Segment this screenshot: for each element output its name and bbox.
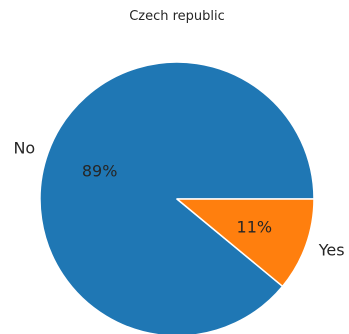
pct-label-yes: 11% <box>237 217 273 236</box>
slice-label-yes: Yes <box>318 241 345 260</box>
pct-label-no: 89% <box>82 162 118 181</box>
slice-label-no: No <box>13 138 35 157</box>
pie-slices <box>39 61 315 334</box>
chart-title: Czech republic <box>129 9 225 24</box>
pie-labels: No 89% Yes 11% <box>13 138 344 259</box>
pie-slice-no <box>39 61 315 334</box>
pie-slice-yes <box>176 198 315 288</box>
